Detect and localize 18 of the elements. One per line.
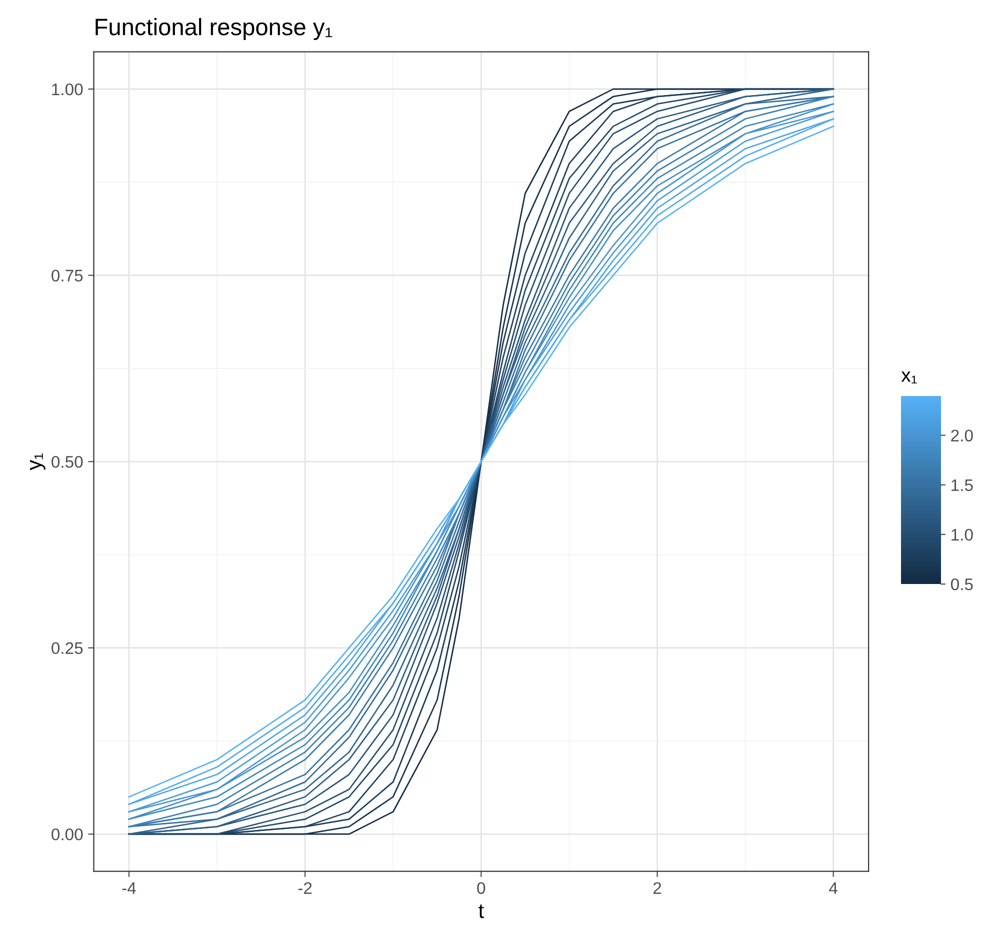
color-bar-label: 0.5	[950, 578, 973, 590]
y-tick-label: 0.75	[52, 270, 83, 282]
color-bar-label: 1.0	[952, 528, 973, 541]
y-tick-label: 0.50	[52, 456, 83, 468]
color-bar-label: 2.0	[951, 430, 973, 442]
y-axis-title: y₁	[30, 453, 46, 470]
y-tick-label: 0.00	[52, 828, 83, 840]
x-tick-label: -2	[298, 882, 312, 894]
chart-title: Functional response y₁	[96, 18, 332, 40]
x-axis-title: t	[478, 904, 484, 918]
y-tick-label: 1.00	[52, 83, 83, 96]
x-tick-label: 0	[477, 882, 486, 894]
y-tick-label: 0.25	[52, 642, 83, 654]
color-bar-title: x₁	[901, 371, 917, 384]
color-bar-label: 1.5	[952, 479, 973, 492]
x-tick-label: 2	[653, 882, 662, 894]
x-tick-label: -4	[122, 882, 136, 894]
x-tick-label: 4	[829, 882, 838, 894]
